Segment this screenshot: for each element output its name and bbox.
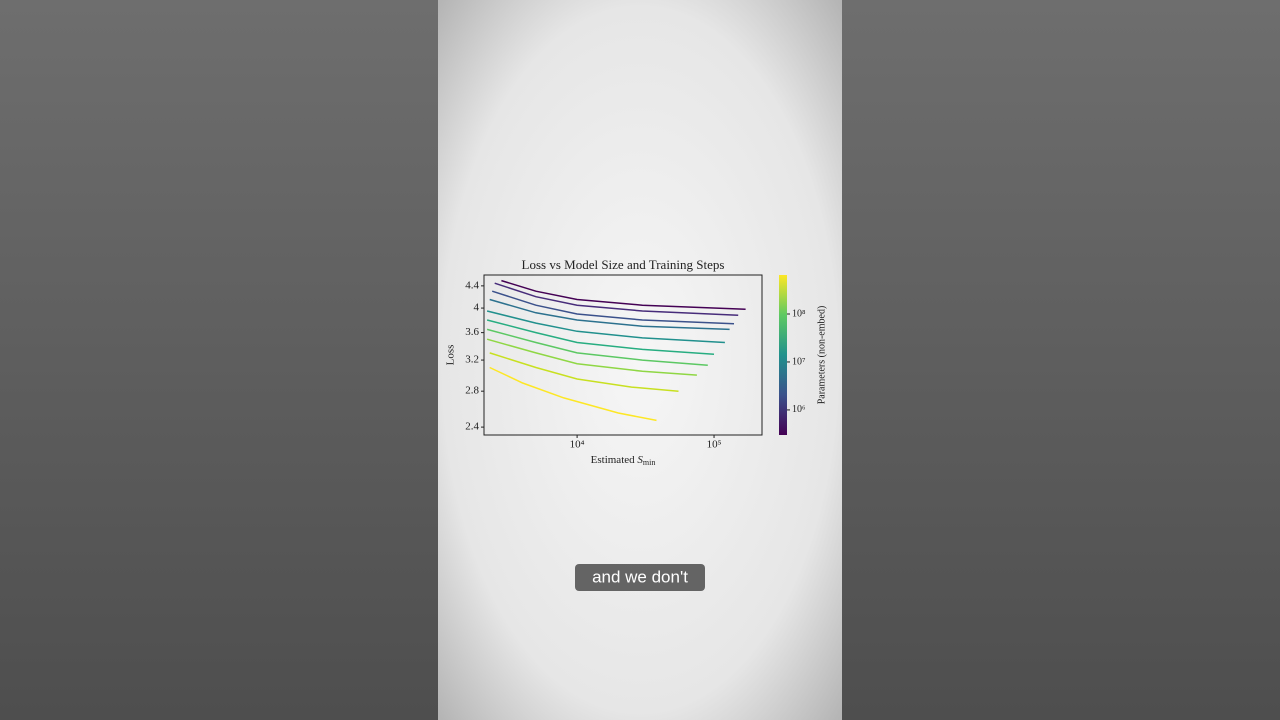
series-line xyxy=(491,290,735,325)
colorbar xyxy=(779,275,787,435)
x-label-symbol: S xyxy=(637,454,643,466)
series-line xyxy=(494,282,739,316)
colorbar-tick-label: 10⁶ xyxy=(792,404,806,415)
y-tick-label: 4 xyxy=(474,302,480,314)
series-line xyxy=(486,310,725,344)
background-right xyxy=(842,0,1280,720)
plot-frame xyxy=(483,274,763,436)
background-left xyxy=(0,0,438,720)
colorbar-label: Parameters (non-embed) xyxy=(816,306,827,405)
caption-box xyxy=(575,564,705,591)
caption: and we don't xyxy=(592,567,688,586)
series-line xyxy=(489,352,679,392)
series-line xyxy=(489,366,657,422)
x-label-subscript: min xyxy=(643,458,655,467)
colorbar-tick-label: 10⁸ xyxy=(792,308,806,319)
series-line xyxy=(486,328,708,366)
series-line xyxy=(486,319,715,356)
chart-title: Loss vs Model Size and Training Steps xyxy=(522,257,725,272)
y-tick-label: 3.2 xyxy=(465,354,479,366)
series-line xyxy=(489,298,730,331)
x-tick-label: 10⁴ xyxy=(570,439,585,451)
series-line xyxy=(501,279,746,310)
y-tick-label: 4.4 xyxy=(465,279,479,291)
y-axis-label: Loss xyxy=(445,345,457,366)
y-tick-label: 2.4 xyxy=(465,421,479,433)
x-tick-label: 10⁵ xyxy=(707,439,722,451)
y-tick-label: 3.6 xyxy=(465,326,479,338)
x-axis-label: Estimated Smin xyxy=(591,454,656,467)
y-tick-label: 2.8 xyxy=(465,385,479,397)
x-label-text: Estimated xyxy=(591,454,638,466)
series-line xyxy=(486,338,697,376)
colorbar-tick-label: 10⁷ xyxy=(792,356,806,367)
